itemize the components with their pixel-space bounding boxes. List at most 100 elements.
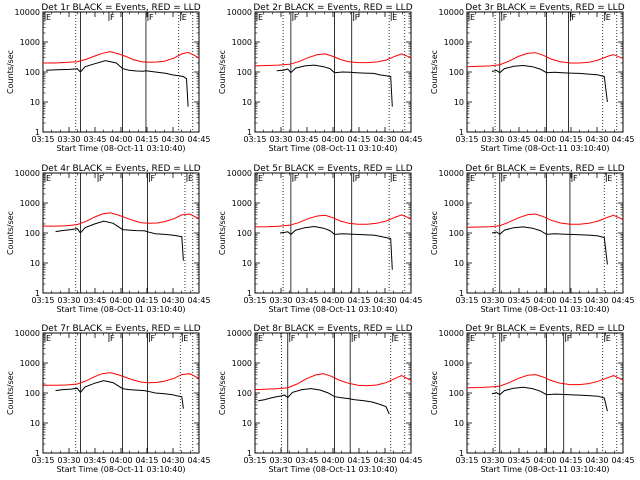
x-tick-label: 04:30 xyxy=(161,296,184,305)
y-tick-label: 10000 xyxy=(439,8,464,17)
flag-label: E xyxy=(258,174,263,183)
x-tick-label: 03:15 xyxy=(31,296,54,305)
x-tick-label: 04:45 xyxy=(187,135,210,144)
x-tick-label: 04:00 xyxy=(321,456,344,465)
flag-label: F xyxy=(291,334,296,343)
flag-label: F xyxy=(503,13,508,22)
x-tick-label: 04:15 xyxy=(347,135,370,144)
flag-label: F xyxy=(149,13,154,22)
y-tick-label: 1000 xyxy=(20,38,40,47)
x-tick-label: 03:30 xyxy=(57,296,80,305)
x-tick-label: 03:30 xyxy=(269,135,292,144)
plot-frame xyxy=(466,332,624,454)
x-tick-label: 04:00 xyxy=(109,135,132,144)
plot-frame xyxy=(254,332,412,454)
x-tick-label: 04:45 xyxy=(399,296,422,305)
x-axis-label: Start Time (08-Oct-11 03:10:40) xyxy=(480,305,609,314)
x-tick-label: 04:45 xyxy=(399,135,422,144)
flag-label: F xyxy=(353,334,358,343)
plot-frame xyxy=(42,332,200,454)
lld-series-line xyxy=(43,212,200,227)
y-axis-label: Counts/sec xyxy=(218,371,227,415)
events-series-line xyxy=(491,64,608,103)
flag-label: F xyxy=(151,174,156,183)
flag-label: F xyxy=(503,174,508,183)
y-axis-label: Counts/sec xyxy=(430,50,439,94)
x-tick-label: 03:45 xyxy=(295,135,318,144)
x-tick-label: 04:00 xyxy=(533,456,556,465)
chart-title: Det 8r BLACK = Events, RED = LLD xyxy=(253,324,412,334)
x-tick-label: 03:45 xyxy=(83,456,106,465)
x-tick-label: 04:15 xyxy=(559,296,582,305)
flag-label: E xyxy=(606,13,611,22)
x-tick-label: 03:30 xyxy=(481,296,504,305)
lld-series-line xyxy=(466,374,624,389)
y-tick-label: 10000 xyxy=(439,169,464,178)
x-tick-label: 04:45 xyxy=(187,456,210,465)
x-axis-label: Start Time (08-Oct-11 03:10:40) xyxy=(480,144,609,153)
flag-label: F xyxy=(567,334,572,343)
y-axis-label: Counts/sec xyxy=(6,371,15,415)
x-tick-label: 03:30 xyxy=(57,456,80,465)
x-tick-label: 04:30 xyxy=(373,135,396,144)
flag-label: E xyxy=(392,174,397,183)
y-axis-label: Counts/sec xyxy=(430,211,439,255)
y-tick-label: 10 xyxy=(242,419,252,428)
flag-label: F xyxy=(294,174,299,183)
y-tick-label: 1000 xyxy=(444,359,464,368)
x-tick-label: 04:30 xyxy=(585,456,608,465)
x-tick-label: 04:30 xyxy=(161,456,184,465)
events-series-line xyxy=(279,225,393,270)
flag-label: E xyxy=(606,334,611,343)
flag-label: E xyxy=(258,13,263,22)
x-tick-label: 04:45 xyxy=(611,135,634,144)
x-tick-label: 04:30 xyxy=(373,456,396,465)
flag-label: E xyxy=(182,13,187,22)
y-tick-label: 100 xyxy=(25,389,40,398)
flag-label: E xyxy=(392,13,397,22)
events-series-line xyxy=(491,226,608,265)
flag-label: E xyxy=(46,334,51,343)
y-tick-label: 1000 xyxy=(232,38,252,47)
flag-label: F xyxy=(99,174,104,183)
x-tick-label: 04:15 xyxy=(559,456,582,465)
x-tick-label: 03:45 xyxy=(295,296,318,305)
y-tick-label: 1 xyxy=(247,289,252,298)
y-tick-label: 100 xyxy=(25,68,40,77)
flag-label: F xyxy=(151,334,156,343)
y-tick-label: 1000 xyxy=(232,359,252,368)
flag-label: F xyxy=(571,13,576,22)
plot-frame xyxy=(254,11,412,133)
x-tick-label: 04:45 xyxy=(399,456,422,465)
events-series-line xyxy=(55,220,184,261)
y-tick-label: 10 xyxy=(454,419,464,428)
y-tick-label: 1000 xyxy=(20,199,40,208)
y-tick-label: 100 xyxy=(237,68,252,77)
y-tick-label: 10 xyxy=(242,259,252,268)
y-tick-label: 1000 xyxy=(444,199,464,208)
x-tick-label: 03:30 xyxy=(481,135,504,144)
x-tick-label: 03:45 xyxy=(507,456,530,465)
y-tick-label: 100 xyxy=(237,229,252,238)
y-tick-label: 1000 xyxy=(20,359,40,368)
y-tick-label: 100 xyxy=(449,68,464,77)
chart-title: Det 4r BLACK = Events, RED = LLD xyxy=(41,164,200,174)
y-tick-label: 1 xyxy=(459,128,464,137)
flag-label: E xyxy=(607,174,612,183)
x-tick-label: 03:45 xyxy=(83,296,106,305)
x-tick-label: 03:15 xyxy=(243,456,266,465)
y-axis-label: Counts/sec xyxy=(6,50,15,94)
flag-label: E xyxy=(258,334,263,343)
flag-label: F xyxy=(573,174,578,183)
lld-series-line xyxy=(254,373,412,391)
x-tick-label: 04:15 xyxy=(135,296,158,305)
x-tick-label: 04:00 xyxy=(109,296,132,305)
x-tick-label: 04:45 xyxy=(611,296,634,305)
x-axis-label: Start Time (08-Oct-11 03:10:40) xyxy=(480,465,609,474)
y-tick-label: 10000 xyxy=(227,169,252,178)
